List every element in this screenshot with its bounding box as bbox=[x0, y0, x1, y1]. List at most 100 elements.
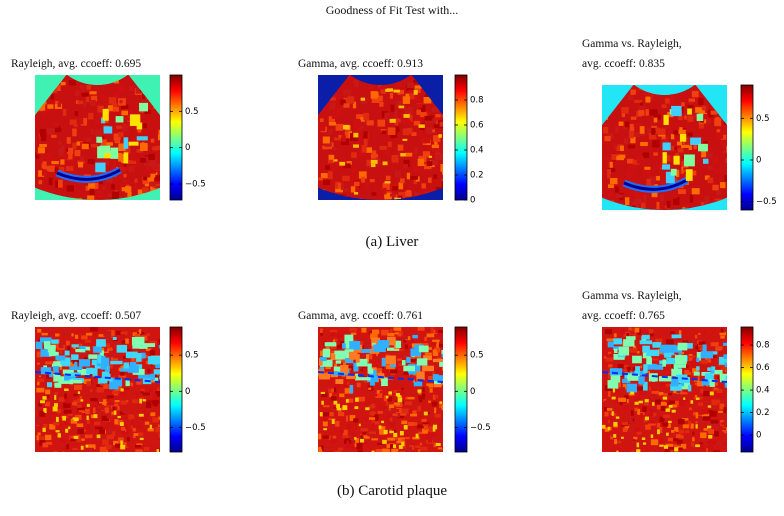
speckle bbox=[367, 382, 372, 387]
speckle bbox=[431, 160, 439, 166]
band bbox=[346, 375, 357, 380]
speckle bbox=[91, 418, 97, 424]
panel-title: Rayleigh, avg. ccoeff: 0.507 bbox=[11, 310, 141, 322]
band bbox=[724, 362, 727, 368]
speckle bbox=[405, 152, 413, 157]
speckle bbox=[419, 397, 423, 403]
speckle bbox=[632, 332, 637, 339]
speckle bbox=[712, 158, 717, 166]
speckle bbox=[323, 180, 330, 186]
speckle bbox=[131, 399, 138, 404]
speckle bbox=[680, 170, 684, 174]
speckle bbox=[135, 392, 139, 398]
speckle bbox=[107, 401, 111, 404]
blob bbox=[136, 136, 148, 141]
speckle bbox=[687, 115, 694, 122]
band bbox=[319, 357, 327, 362]
speckle bbox=[660, 379, 666, 386]
band bbox=[648, 373, 658, 382]
band bbox=[367, 368, 374, 374]
speckle bbox=[628, 94, 634, 101]
band bbox=[369, 379, 375, 386]
speckle bbox=[697, 402, 704, 406]
speckle bbox=[709, 355, 717, 358]
speckle-yellow bbox=[139, 398, 142, 404]
speckle bbox=[337, 410, 342, 417]
speckle bbox=[417, 327, 425, 331]
speckle-yellow bbox=[663, 445, 669, 449]
speckle bbox=[640, 202, 646, 210]
speckle bbox=[94, 119, 102, 125]
speckle bbox=[376, 390, 383, 396]
speckle bbox=[637, 361, 644, 367]
speckle bbox=[680, 443, 687, 449]
speckle bbox=[719, 403, 725, 410]
speckle bbox=[329, 350, 335, 353]
speckle-yellow bbox=[665, 408, 670, 412]
speckle bbox=[92, 377, 100, 383]
speckle bbox=[716, 399, 721, 404]
band bbox=[662, 359, 666, 367]
speckle bbox=[379, 102, 384, 107]
speckle bbox=[393, 414, 400, 418]
speckle bbox=[80, 118, 88, 126]
band bbox=[53, 361, 61, 367]
speckle bbox=[79, 118, 84, 125]
speckle bbox=[329, 329, 335, 336]
band bbox=[712, 351, 718, 355]
speckle bbox=[63, 419, 67, 426]
speckle-yellow bbox=[72, 417, 76, 420]
speckle bbox=[413, 120, 421, 126]
speckle bbox=[322, 136, 330, 144]
band bbox=[49, 371, 53, 378]
speckle bbox=[666, 393, 672, 396]
speckle bbox=[342, 429, 348, 436]
speckle bbox=[122, 180, 129, 184]
panel-title: Gamma vs. Rayleigh, bbox=[582, 38, 682, 50]
speckle bbox=[410, 375, 418, 381]
speckle bbox=[605, 156, 613, 162]
speckle bbox=[688, 98, 696, 102]
speckle bbox=[102, 439, 109, 445]
speckle bbox=[609, 178, 618, 185]
speckle bbox=[148, 153, 155, 161]
speckle bbox=[49, 423, 56, 430]
speckle bbox=[140, 388, 145, 392]
speckle bbox=[41, 169, 47, 176]
band bbox=[725, 375, 727, 385]
speckle bbox=[673, 194, 677, 199]
speckle bbox=[419, 104, 426, 113]
speckle bbox=[153, 404, 158, 407]
speckle-yellow bbox=[395, 392, 401, 397]
band bbox=[357, 377, 371, 381]
plaque-edge bbox=[35, 371, 160, 383]
speckle bbox=[407, 358, 416, 362]
speckle bbox=[90, 450, 94, 452]
speckle bbox=[43, 165, 50, 171]
speckle bbox=[616, 146, 620, 152]
band bbox=[158, 344, 160, 349]
band bbox=[125, 351, 138, 359]
speckle bbox=[69, 159, 75, 163]
speckle bbox=[118, 437, 124, 444]
speckle-yellow bbox=[62, 415, 66, 421]
speckle bbox=[701, 105, 706, 110]
speckle bbox=[431, 329, 438, 334]
speckle bbox=[152, 146, 159, 151]
speckle bbox=[112, 406, 120, 410]
speckle bbox=[415, 88, 421, 93]
speckle bbox=[419, 442, 423, 446]
speckle bbox=[149, 159, 157, 168]
speckle bbox=[37, 436, 45, 443]
speckle bbox=[103, 330, 112, 337]
speckle bbox=[677, 440, 683, 444]
speckle bbox=[719, 332, 727, 336]
speckle bbox=[619, 209, 625, 210]
speckle bbox=[390, 104, 395, 112]
speckle bbox=[723, 369, 727, 375]
speckle bbox=[617, 449, 621, 452]
band bbox=[334, 350, 347, 355]
speckle bbox=[328, 418, 336, 421]
speckle bbox=[633, 131, 641, 137]
speckle bbox=[330, 396, 337, 401]
